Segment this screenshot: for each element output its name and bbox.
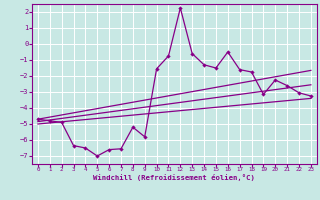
X-axis label: Windchill (Refroidissement éolien,°C): Windchill (Refroidissement éolien,°C) [93,174,255,181]
